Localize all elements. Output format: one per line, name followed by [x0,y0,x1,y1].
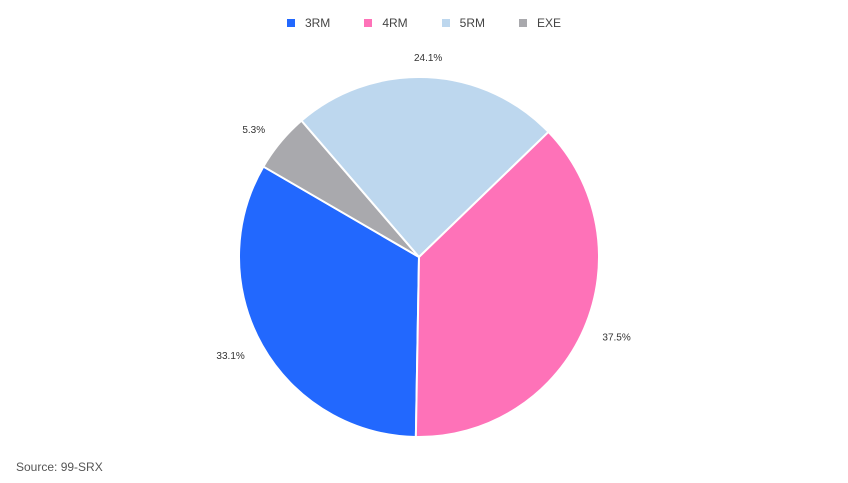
legend-label-exe: EXE [537,16,562,30]
legend-label-3rm: 3RM [304,16,331,30]
legend-item-exe[interactable]: EXE [519,16,561,30]
legend-swatch-5rm [441,19,450,27]
pie-slice-4rm[interactable] [414,130,600,438]
source-note: Source: 99-SRX [16,460,103,474]
legend-swatch-4rm [364,19,373,27]
data-label-3rm: 33.1% [216,351,244,362]
legend-item-5rm[interactable]: 5RM [441,16,485,30]
data-label-4rm: 37.5% [602,333,630,344]
legend-item-3rm[interactable]: 3RM [286,16,331,30]
legend-label-5rm: 5RM [459,16,485,30]
legend-swatch-exe [519,19,527,27]
chart-legend: 3RM 4RM 5RM EXE [0,16,848,30]
data-label-exe: 5.3% [242,125,265,136]
legend-swatch-3rm [286,19,295,27]
pie-slice-3rm[interactable] [238,165,421,438]
legend-label-4rm: 4RM [382,16,408,30]
legend-item-4rm[interactable]: 4RM [364,16,408,30]
data-label-5rm: 24.1% [414,53,442,64]
pie-slice-5rm[interactable] [300,76,550,259]
